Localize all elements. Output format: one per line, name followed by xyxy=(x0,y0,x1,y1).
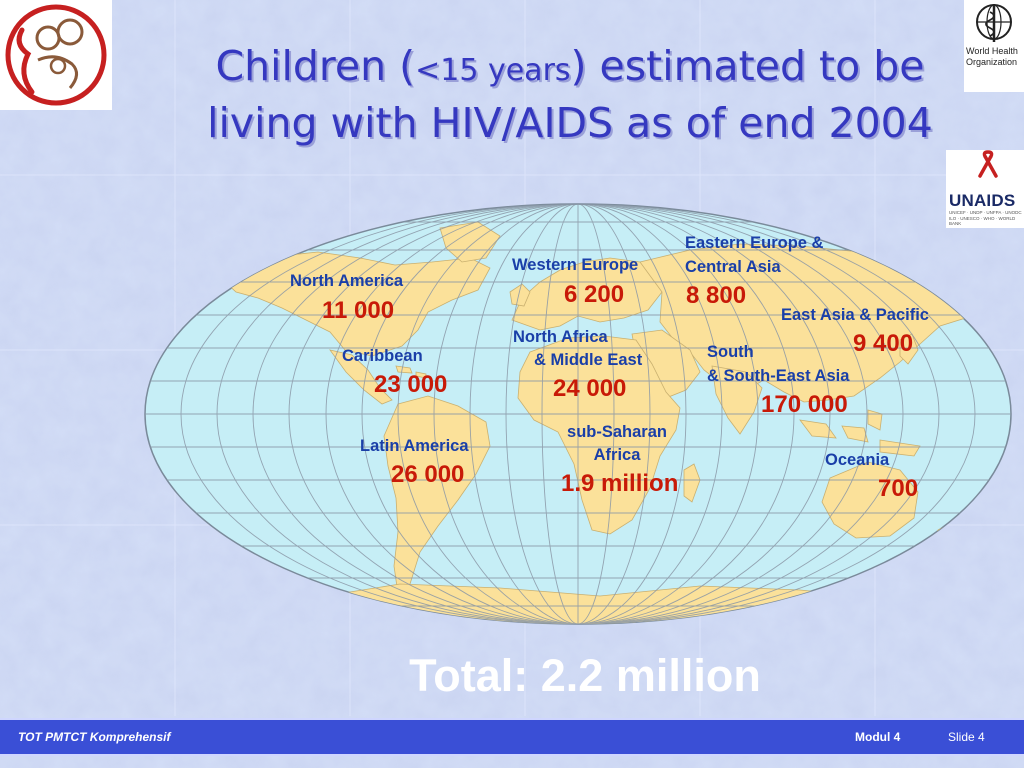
land-india xyxy=(711,365,763,435)
label-caribbean: Caribbean xyxy=(342,347,423,365)
mother-child-icon xyxy=(5,4,107,106)
title-part2: ) estimated to be xyxy=(570,42,925,90)
land-central-america xyxy=(329,349,393,405)
title-part1: Children ( xyxy=(215,42,416,90)
value-oceania: 700 xyxy=(878,475,919,502)
land-north-america xyxy=(211,251,491,357)
value-south-southeast-asia: 170 000 xyxy=(761,391,848,418)
unaids-brand: UNAIDS xyxy=(949,191,1016,210)
value-latin-america: 26 000 xyxy=(391,461,465,488)
label-north-africa-line1: North Africa xyxy=(513,328,608,346)
value-sub-saharan-africa: 1.9 million xyxy=(561,470,679,497)
land-south-america xyxy=(383,395,491,595)
label-latin-america: Latin America xyxy=(360,437,469,455)
value-western-europe: 6 200 xyxy=(564,281,625,308)
unaids-cosponsors: UNICEF · UNDP · UNFPA · UNODC ILO · UNES… xyxy=(949,210,1022,226)
total-label: Total: 2.2 million xyxy=(409,650,761,701)
label-north-africa-line2: & Middle East xyxy=(534,351,643,369)
footer-slide-number: Slide 4 xyxy=(948,730,985,744)
title-small: <15 years xyxy=(415,53,571,88)
red-ribbon-icon xyxy=(978,150,998,178)
page-title: Children (<15 years) estimated to be liv… xyxy=(150,40,990,149)
label-north-america: North America xyxy=(290,272,404,290)
who-logo: World Health Organization xyxy=(964,0,1024,92)
label-oceania: Oceania xyxy=(825,451,890,469)
unaids-logo: UNAIDS UNICEF · UNDP · UNFPA · UNODC ILO… xyxy=(946,150,1024,228)
label-south-asia-line1: South xyxy=(707,343,754,361)
pmtct-logo xyxy=(0,0,112,110)
footer-bar: TOT PMTCT Komprehensif Modul 4 Slide 4 xyxy=(0,718,1024,756)
who-text: World Health Organization xyxy=(966,46,1018,67)
value-north-america: 11 000 xyxy=(322,297,395,324)
footer-module: Modul 4 xyxy=(855,730,901,744)
value-east-asia-pacific: 9 400 xyxy=(853,330,914,357)
footer-course: TOT PMTCT Komprehensif xyxy=(18,730,171,744)
label-sub-saharan-line2: Africa xyxy=(593,446,641,464)
label-sub-saharan-line1: sub-Saharan xyxy=(567,423,667,441)
value-caribbean: 23 000 xyxy=(374,371,448,398)
title-line2: living with HIV/AIDS as of end 2004 xyxy=(207,99,933,147)
land-africa xyxy=(517,335,681,535)
who-emblem-icon xyxy=(976,4,1012,42)
label-south-asia-line2: & South-East Asia xyxy=(707,367,850,385)
label-eastern-europe-line2: Central Asia xyxy=(685,258,781,276)
label-east-asia-pacific: East Asia & Pacific xyxy=(781,306,929,324)
value-eastern-europe-central-asia: 8 800 xyxy=(686,282,747,309)
label-eastern-europe-line1: Eastern Europe & xyxy=(685,234,824,252)
label-western-europe: Western Europe xyxy=(512,256,639,274)
value-north-africa-middle-east: 24 000 xyxy=(553,375,627,402)
